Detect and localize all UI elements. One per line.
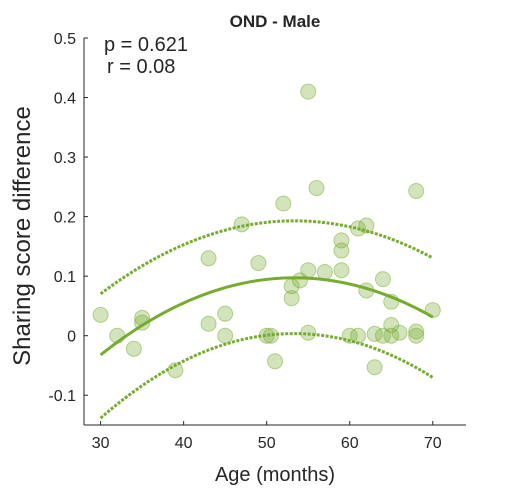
y-tick-label: 0.2 — [54, 210, 76, 227]
data-point — [268, 354, 283, 369]
y-tick-label: -0.1 — [48, 388, 76, 405]
data-point — [359, 218, 374, 233]
data-point — [367, 360, 382, 375]
ci-lower-line — [101, 334, 433, 419]
y-tick-label: 0.1 — [54, 269, 76, 286]
y-axis-label: Sharing score difference — [9, 106, 36, 366]
annotation-r: r = 0.08 — [107, 56, 175, 78]
data-point — [334, 263, 349, 278]
data-point — [392, 325, 407, 340]
data-point — [93, 307, 108, 322]
data-point — [409, 184, 424, 199]
x-tick-label: 70 — [424, 435, 442, 452]
y-tick-label: 0.3 — [54, 150, 76, 167]
y-tick-label: 0.5 — [54, 31, 76, 48]
data-point — [168, 363, 183, 378]
data-point — [201, 316, 216, 331]
x-tick-label: 30 — [92, 435, 110, 452]
x-tick-label: 50 — [258, 435, 276, 452]
y-tick-label: 0.4 — [54, 91, 76, 108]
data-point — [135, 315, 150, 330]
x-tick-label: 60 — [341, 435, 359, 452]
data-point — [384, 294, 399, 309]
y-tick-label: 0 — [67, 329, 76, 346]
data-point — [218, 306, 233, 321]
x-tick-label: 40 — [175, 435, 193, 452]
data-point — [201, 251, 216, 266]
x-axis-label: Age (months) — [215, 464, 335, 486]
data-point — [126, 341, 141, 356]
data-point — [334, 243, 349, 258]
data-points — [93, 84, 440, 378]
data-point — [234, 217, 249, 232]
data-point — [359, 283, 374, 298]
annotation-p: p = 0.621 — [104, 34, 188, 56]
data-point — [425, 303, 440, 318]
data-point — [301, 325, 316, 340]
data-point — [110, 328, 125, 343]
data-point — [301, 263, 316, 278]
data-point — [409, 328, 424, 343]
chart-title: OND - Male — [230, 12, 321, 31]
data-point — [284, 291, 299, 306]
data-point — [301, 84, 316, 99]
axes: 30 40 50 60 70 -0.1 0 0.1 0.2 0.3 0.4 0.5 — [48, 31, 466, 452]
data-point — [263, 328, 278, 343]
data-point — [309, 181, 324, 196]
data-point — [276, 196, 291, 211]
data-point — [251, 256, 266, 271]
data-point — [317, 264, 332, 279]
data-point — [375, 272, 390, 287]
data-point — [351, 328, 366, 343]
data-point — [218, 328, 233, 343]
